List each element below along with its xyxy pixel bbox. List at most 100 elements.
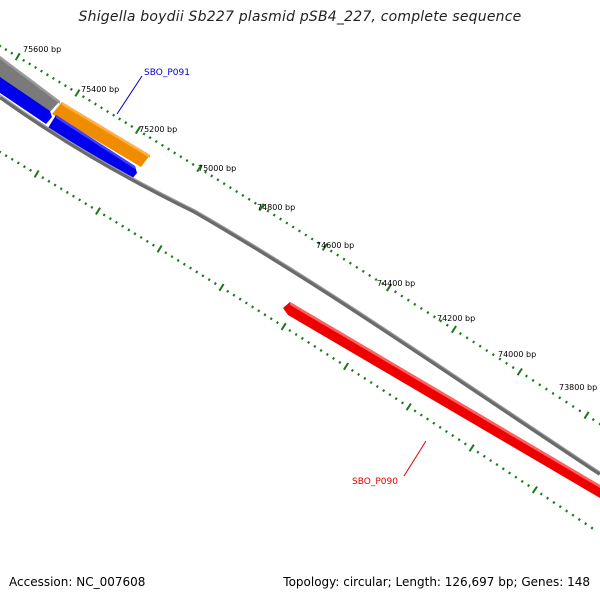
gene-label-sbo-p090[interactable]: SBO_P090: [352, 477, 398, 487]
outer-tick-mark: [81, 95, 85, 99]
inner-tick-mark: [400, 401, 404, 405]
outer-tick-mark: [317, 241, 321, 245]
outer-tick-mark: [87, 98, 91, 102]
inner-tick-mark: [338, 360, 342, 364]
outer-tick-mark: [216, 178, 220, 182]
inner-tick-mark: [10, 157, 14, 161]
outer-tick-mark: [100, 106, 103, 110]
inner-tick-mark: [84, 202, 88, 206]
inner-tick-mark: [438, 425, 442, 429]
outer-tick-mark: [112, 113, 116, 117]
inner-tick-mark: [78, 198, 82, 202]
outer-tick-mark: [571, 404, 575, 409]
outer-tick-mark: [28, 62, 32, 66]
tick-label-75000: 75000 bp: [198, 164, 236, 173]
outer-tick-mark: [304, 233, 308, 237]
outer-tick-mark: [498, 357, 502, 361]
inner-tick-mark: [476, 450, 480, 454]
outer-tick-mark: [272, 213, 276, 217]
inner-tick-ring: [0, 150, 594, 530]
inner-tick-mark: [531, 485, 538, 494]
inner-tick-mark: [288, 328, 292, 333]
inner-tick-mark: [552, 500, 556, 505]
outer-tick-mark: [173, 151, 177, 155]
inner-tick-mark: [102, 213, 106, 217]
tick-label-74200: 74200 bp: [437, 314, 475, 323]
outer-tick-mark: [204, 170, 208, 174]
inner-tick-mark: [571, 513, 575, 517]
sbo-p090-leader: [403, 440, 427, 477]
outer-tick-mark: [235, 189, 239, 194]
inner-tick-mark: [394, 397, 398, 401]
inner-tick-mark: [22, 165, 26, 169]
outer-tick-mark: [583, 411, 590, 420]
outer-tick-mark: [106, 109, 110, 114]
inner-tick-mark: [590, 526, 594, 530]
blue-feature-right[interactable]: [48, 115, 137, 180]
outer-tick-mark: [196, 164, 203, 173]
inner-tick-mark: [489, 458, 493, 463]
topology-text: Topology: circular; Length: 126,697 bp; …: [283, 575, 590, 589]
outer-tick-mark: [258, 203, 265, 212]
inner-tick-mark: [71, 194, 75, 198]
outer-tick-mark: [160, 143, 164, 147]
accession-text: Accession: NC_007608: [9, 575, 146, 589]
outer-tick-mark: [69, 87, 73, 91]
outer-tick-mark: [368, 273, 372, 277]
inner-tick-mark: [213, 282, 217, 286]
inner-tick-mark: [232, 293, 236, 297]
outer-tick-mark: [185, 159, 189, 163]
tick-label-74600: 74600 bp: [316, 241, 354, 250]
outer-tick-mark: [445, 323, 449, 327]
gene-label-sbo-p091[interactable]: SBO_P091: [144, 68, 190, 78]
inner-tick-mark: [527, 484, 531, 488]
outer-tick-mark: [154, 139, 158, 144]
inner-tick-mark: [332, 356, 336, 360]
inner-tick-mark: [495, 463, 499, 467]
outer-tick-mark: [148, 136, 152, 140]
outer-tick-mark: [279, 217, 283, 221]
outer-tick-mark: [458, 331, 462, 336]
outer-tick-mark: [118, 117, 122, 121]
inner-tick-mark: [313, 344, 317, 348]
inner-tick-mark: [388, 393, 392, 397]
grey-feature-block[interactable]: [0, 56, 60, 114]
tick-label-74000: 74000 bp: [498, 350, 536, 359]
orange-feature[interactable]: [52, 102, 150, 167]
blue-feature-left[interactable]: [0, 77, 52, 124]
inner-tick-mark: [127, 228, 131, 232]
tick-label-75600: 75600 bp: [23, 45, 61, 54]
inner-tick-mark: [413, 409, 417, 413]
outer-tick-mark: [419, 306, 423, 310]
outer-tick-mark: [74, 89, 81, 97]
inner-tick-mark: [482, 454, 486, 458]
inner-tick-mark: [263, 313, 267, 317]
outer-tick-mark: [167, 147, 171, 151]
inner-tick-mark: [226, 289, 230, 293]
inner-tick-mark: [451, 434, 455, 438]
inner-tick-mark: [514, 475, 518, 479]
outer-tick-mark: [348, 261, 352, 265]
outer-tick-mark: [321, 243, 328, 251]
outer-tick-ring: [0, 44, 600, 426]
inner-tick-mark: [546, 496, 550, 500]
inner-tick-mark: [357, 372, 361, 376]
inner-tick-mark: [343, 362, 350, 371]
outer-tick-mark: [361, 269, 365, 273]
outer-tick-mark: [124, 121, 128, 125]
red-feature[interactable]: [283, 302, 600, 498]
inner-tick-mark: [468, 444, 475, 452]
inner-tick-mark: [539, 492, 543, 496]
outer-tick-mark: [241, 193, 245, 197]
outer-tick-mark: [297, 229, 301, 233]
inner-tick-mark: [405, 402, 412, 411]
outer-tick-mark: [374, 277, 378, 282]
inner-tick-mark: [382, 389, 386, 393]
inner-tick-mark: [375, 384, 379, 389]
inner-tick-mark: [584, 522, 588, 526]
outer-tick-mark: [538, 383, 542, 387]
inner-tick-mark: [176, 258, 180, 262]
map-title: Shigella boydii Sb227 plasmid pSB4_227, …: [78, 9, 522, 25]
inner-tick-mark: [164, 251, 168, 255]
outer-tick-mark: [413, 302, 417, 306]
